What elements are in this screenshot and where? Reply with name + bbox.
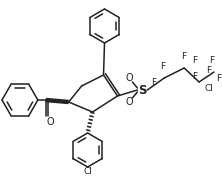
Text: Cl: Cl: [83, 167, 92, 176]
Text: Cl: Cl: [205, 83, 214, 92]
Text: F: F: [206, 65, 212, 75]
Text: F: F: [192, 56, 198, 65]
Text: O: O: [126, 97, 133, 107]
Text: F: F: [182, 51, 187, 60]
Text: F: F: [151, 78, 156, 87]
Text: S: S: [138, 83, 147, 97]
Text: O: O: [47, 117, 55, 127]
Text: O: O: [126, 73, 133, 83]
Text: F: F: [210, 56, 215, 65]
Text: F: F: [160, 61, 165, 70]
Text: F: F: [216, 73, 222, 83]
Text: F: F: [192, 71, 198, 80]
